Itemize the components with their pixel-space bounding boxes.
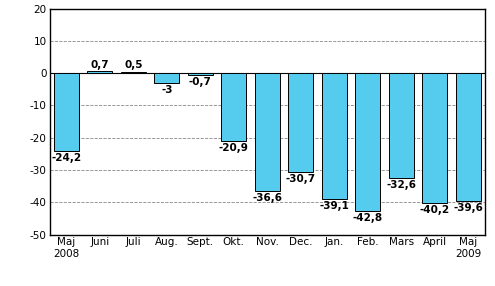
Text: -30,7: -30,7 bbox=[286, 174, 316, 184]
Bar bbox=[355, 73, 380, 211]
Text: -39,6: -39,6 bbox=[453, 203, 483, 213]
Text: -20,9: -20,9 bbox=[219, 142, 248, 152]
Text: -32,6: -32,6 bbox=[386, 180, 416, 190]
Bar bbox=[53, 73, 79, 151]
Text: -36,6: -36,6 bbox=[252, 193, 282, 203]
Bar bbox=[288, 73, 313, 172]
Text: 0,5: 0,5 bbox=[124, 60, 143, 70]
Bar bbox=[87, 71, 112, 73]
Bar bbox=[389, 73, 414, 178]
Bar bbox=[456, 73, 481, 201]
Bar bbox=[121, 72, 146, 73]
Text: 0,7: 0,7 bbox=[91, 59, 109, 69]
Bar bbox=[422, 73, 447, 203]
Bar bbox=[221, 73, 247, 141]
Bar bbox=[322, 73, 347, 199]
Bar bbox=[154, 73, 179, 83]
Text: -42,8: -42,8 bbox=[353, 213, 383, 223]
Text: -39,1: -39,1 bbox=[319, 201, 349, 211]
Text: -24,2: -24,2 bbox=[51, 153, 81, 163]
Text: -3: -3 bbox=[161, 85, 173, 95]
Text: -0,7: -0,7 bbox=[189, 77, 212, 87]
Bar bbox=[255, 73, 280, 191]
Text: -40,2: -40,2 bbox=[420, 205, 450, 215]
Bar bbox=[188, 73, 213, 76]
